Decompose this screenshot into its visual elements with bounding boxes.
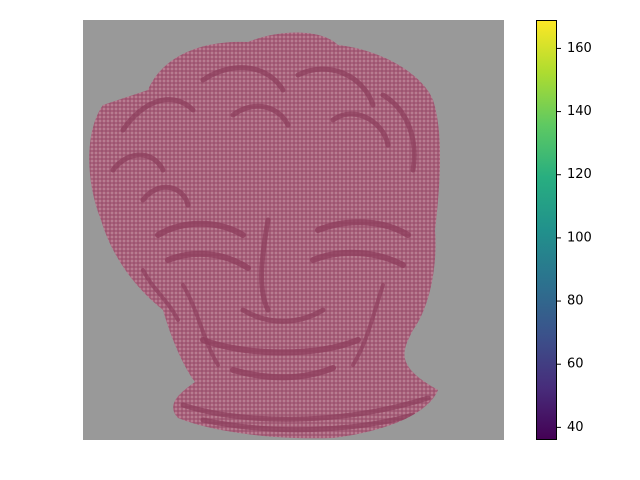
colorbar-tick-label: 60 — [567, 357, 584, 372]
colorbar-tick-label: 80 — [567, 294, 584, 309]
colorbar-tick-label: 100 — [567, 230, 592, 245]
colorbar-tick-label: 140 — [567, 104, 592, 119]
left-eye-lines — [155, 220, 251, 271]
collar-lines — [180, 395, 431, 433]
colorbar — [536, 20, 557, 440]
right-eye-lines — [310, 219, 411, 268]
hair-curl-lines — [110, 65, 417, 208]
colorbar-axis: 40 60 80 100 120 140 160 — [557, 41, 592, 435]
mouth-lines — [200, 337, 361, 381]
colorbar-tick-label: 160 — [567, 41, 592, 56]
colorbar-tick-label: 40 — [567, 420, 584, 435]
cheek-wrinkle-lines — [141, 268, 385, 367]
colorbar-gradient — [536, 20, 557, 440]
face-features — [110, 65, 431, 433]
heatmap-image — [83, 20, 504, 440]
nose-lines — [240, 217, 326, 324]
colorbar-tick-label: 120 — [567, 167, 592, 182]
